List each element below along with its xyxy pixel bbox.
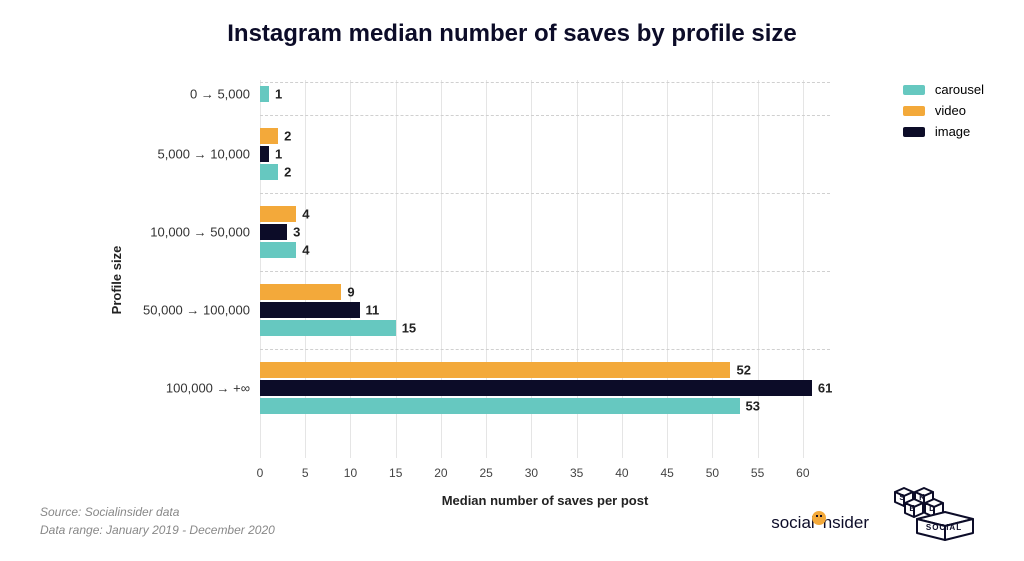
- chart-container: Instagram median number of saves by prof…: [0, 0, 1024, 561]
- legend-label: carousel: [935, 82, 984, 97]
- bar-value-label: 53: [746, 399, 760, 414]
- bar-value-label: 1: [275, 87, 282, 102]
- footer-source: Source: Socialinsider data Data range: J…: [40, 503, 275, 539]
- bar-carousel: [260, 320, 396, 336]
- bar-value-label: 61: [818, 381, 832, 396]
- bar-video: [260, 206, 296, 222]
- bar-value-label: 15: [402, 321, 416, 336]
- bar-video: [260, 128, 278, 144]
- grid-line: [803, 80, 804, 458]
- sked-letter-e: E: [909, 504, 915, 513]
- x-tick-label: 5: [302, 466, 309, 480]
- range-line: Data range: January 2019 - December 2020: [40, 521, 275, 539]
- bar-carousel: [260, 398, 740, 414]
- category-label: 100,000 → +∞: [166, 381, 250, 396]
- bar-image: [260, 224, 287, 240]
- sked-word: SOCIAL: [926, 523, 962, 532]
- legend-item-video: video: [903, 103, 984, 118]
- bar-value-label: 52: [736, 363, 750, 378]
- bar-value-label: 4: [302, 243, 309, 258]
- bar-carousel: [260, 86, 269, 102]
- bar-value-label: 1: [275, 147, 282, 162]
- bar-image: [260, 146, 269, 162]
- legend-swatch: [903, 127, 925, 137]
- legend-label: image: [935, 124, 970, 139]
- legend-label: video: [935, 103, 966, 118]
- x-tick-label: 25: [480, 466, 493, 480]
- h-grid-line: [260, 349, 830, 350]
- brand-suffix: nsider: [823, 513, 869, 533]
- x-tick-label: 55: [751, 466, 764, 480]
- brand-dot-icon: [812, 511, 826, 525]
- x-axis-label: Median number of saves per post: [442, 493, 649, 508]
- bar-carousel: [260, 164, 278, 180]
- chart-title: Instagram median number of saves by prof…: [40, 20, 984, 48]
- x-tick-label: 60: [796, 466, 809, 480]
- legend-swatch: [903, 106, 925, 116]
- sked-letter-d: D: [929, 504, 935, 513]
- x-tick-label: 45: [660, 466, 673, 480]
- bar-video: [260, 362, 730, 378]
- x-tick-label: 10: [344, 466, 357, 480]
- h-grid-line: [260, 115, 830, 116]
- x-tick-label: 40: [615, 466, 628, 480]
- sked-social-logo: S K E D SOCIAL: [889, 486, 994, 541]
- legend-item-carousel: carousel: [903, 82, 984, 97]
- sked-letter-s: S: [899, 493, 905, 502]
- x-tick-label: 50: [706, 466, 719, 480]
- category-label: 50,000 → 100,000: [143, 303, 250, 318]
- legend: carousel video image: [903, 82, 984, 145]
- x-tick-label: 15: [389, 466, 402, 480]
- bar-image: [260, 380, 812, 396]
- bar-video: [260, 284, 341, 300]
- bar-value-label: 3: [293, 225, 300, 240]
- x-tick-label: 20: [434, 466, 447, 480]
- bar-value-label: 4: [302, 207, 309, 222]
- legend-item-image: image: [903, 124, 984, 139]
- x-tick-label: 35: [570, 466, 583, 480]
- bar-value-label: 2: [284, 165, 291, 180]
- x-tick-label: 30: [525, 466, 538, 480]
- bar-value-label: 9: [347, 285, 354, 300]
- sked-letter-k: K: [919, 493, 925, 502]
- bar-carousel: [260, 242, 296, 258]
- bar-value-label: 11: [366, 303, 380, 318]
- category-label: 10,000 → 50,000: [150, 225, 250, 240]
- x-tick-label: 0: [257, 466, 264, 480]
- brand-prefix: social: [771, 513, 814, 533]
- bar-value-label: 2: [284, 129, 291, 144]
- category-label: 0 → 5,000: [190, 87, 250, 102]
- source-line: Source: Socialinsider data: [40, 503, 275, 521]
- h-grid-line: [260, 193, 830, 194]
- bar-image: [260, 302, 360, 318]
- h-grid-line: [260, 82, 830, 83]
- plot-area: Profile size Median number of saves per …: [260, 80, 830, 480]
- h-grid-line: [260, 271, 830, 272]
- category-label: 5,000 → 10,000: [157, 147, 250, 162]
- socialinsider-logo: social nsider: [771, 511, 869, 535]
- y-axis-label: Profile size: [109, 246, 124, 315]
- legend-swatch: [903, 85, 925, 95]
